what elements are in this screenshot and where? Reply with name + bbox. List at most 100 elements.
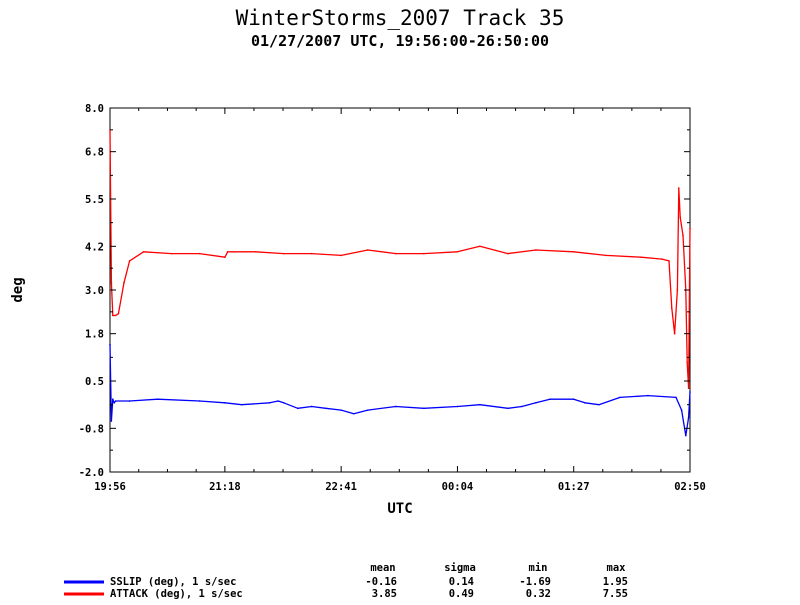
stats-header-max: max xyxy=(607,562,627,574)
stats-cell: 0.32 xyxy=(526,588,551,600)
data-point xyxy=(113,402,116,404)
stats-cell: -1.69 xyxy=(519,576,551,588)
data-point xyxy=(605,254,607,257)
data-point xyxy=(198,400,201,402)
data-point xyxy=(198,252,201,255)
y-tick-label: 5.5 xyxy=(85,194,104,206)
data-point xyxy=(675,396,677,399)
data-point xyxy=(549,398,551,401)
data-point xyxy=(110,420,113,422)
y-tick-label: 1.8 xyxy=(85,329,104,341)
data-point xyxy=(676,289,679,291)
data-point xyxy=(687,387,690,390)
data-point xyxy=(572,398,575,401)
data-point xyxy=(647,394,649,397)
plot-frame xyxy=(109,107,691,473)
data-point xyxy=(507,252,509,255)
stats-cell: 7.55 xyxy=(603,588,628,600)
data-point xyxy=(572,250,575,253)
data-point xyxy=(109,343,111,346)
data-point xyxy=(679,216,681,218)
series-line xyxy=(109,344,691,437)
data-point xyxy=(170,252,173,255)
stats-header-mean: mean xyxy=(370,562,395,574)
y-axis-label: deg xyxy=(10,277,26,302)
data-point xyxy=(112,314,114,317)
chart-subtitle: 01/27/2007 UTC, 19:56:00-26:50:00 xyxy=(251,32,549,50)
data-point xyxy=(686,362,688,364)
data-point xyxy=(277,400,279,402)
data-point xyxy=(224,256,226,259)
y-tick-label: -0.8 xyxy=(79,423,104,435)
series-0 xyxy=(109,343,691,437)
data-point xyxy=(689,227,691,229)
data-point xyxy=(507,407,509,410)
data-point xyxy=(423,407,425,410)
y-tick-label: 3.0 xyxy=(85,285,104,297)
chart-title: WinterStorms_2007 Track 35 xyxy=(236,6,565,30)
stats-header-sigma: sigma xyxy=(444,562,476,574)
y-tick-label: 0.5 xyxy=(85,376,104,388)
data-point xyxy=(110,281,113,284)
legend-label: SSLIP (deg), 1 s/sec xyxy=(110,576,236,588)
data-point xyxy=(352,412,355,415)
stats-cell: 0.49 xyxy=(449,588,474,600)
data-point xyxy=(677,187,680,189)
data-point xyxy=(156,398,159,401)
data-point xyxy=(619,396,621,399)
stats-cell: 3.85 xyxy=(372,588,397,600)
data-point xyxy=(366,249,369,251)
x-tick-label: 19:56 xyxy=(94,481,126,493)
plot-area xyxy=(109,107,691,473)
data-point xyxy=(598,403,600,406)
data-point xyxy=(661,258,663,260)
data-point xyxy=(394,405,397,408)
legend-label: ATTACK (deg), 1 s/sec xyxy=(110,588,243,600)
x-tick-label: 00:04 xyxy=(442,481,474,493)
data-point xyxy=(340,254,342,257)
data-point xyxy=(226,250,229,253)
data-point xyxy=(128,260,131,262)
x-tick-label: 02:50 xyxy=(674,481,706,493)
data-point xyxy=(682,234,684,237)
series-layer xyxy=(109,129,691,437)
y-tick-label: 4.2 xyxy=(85,241,104,253)
data-point xyxy=(584,402,586,404)
data-point xyxy=(128,400,131,402)
x-tick-label: 22:41 xyxy=(325,481,357,493)
y-tick-label: 6.8 xyxy=(85,147,104,159)
data-point xyxy=(340,409,342,411)
data-point xyxy=(254,250,257,253)
data-point xyxy=(673,332,676,335)
data-point xyxy=(112,398,114,401)
data-point xyxy=(535,249,537,251)
stats-cell: 0.14 xyxy=(449,576,474,588)
data-point xyxy=(479,403,481,406)
data-point xyxy=(296,407,299,410)
data-point xyxy=(114,400,117,402)
data-point xyxy=(684,434,687,437)
x-axis-label: UTC xyxy=(387,501,412,517)
data-point xyxy=(521,405,523,408)
x-tick-label: 21:18 xyxy=(209,481,241,493)
data-point xyxy=(394,252,397,255)
data-point xyxy=(456,405,459,408)
data-point xyxy=(117,312,120,315)
data-point xyxy=(123,281,125,284)
data-point xyxy=(114,314,117,317)
data-point xyxy=(479,245,481,248)
series-1 xyxy=(109,129,691,390)
data-point xyxy=(670,307,673,310)
data-point xyxy=(310,405,313,408)
y-tick-label: 8.0 xyxy=(85,103,104,115)
data-point xyxy=(689,391,691,393)
x-tick-label: 01:27 xyxy=(558,481,590,493)
data-point xyxy=(456,250,459,253)
data-point xyxy=(224,402,226,404)
data-point xyxy=(366,409,369,411)
stats-header-min: min xyxy=(529,562,548,574)
stats-cell: -0.16 xyxy=(365,576,397,588)
data-point xyxy=(687,416,690,419)
data-point xyxy=(282,402,285,404)
